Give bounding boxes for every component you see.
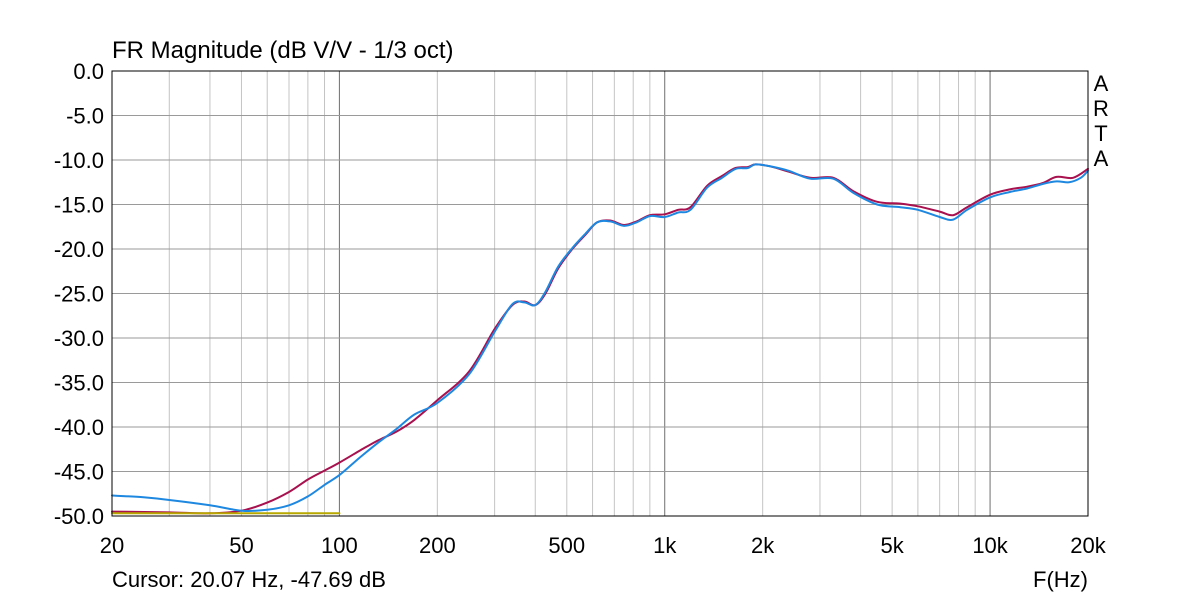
series-layer: [111, 163, 1089, 515]
x-tick-label: 20: [100, 533, 124, 558]
chart-title: FR Magnitude (dB V/V - 1/3 oct): [112, 37, 453, 64]
cursor-readout: Cursor: 20.07 Hz, -47.69 dB: [112, 567, 386, 592]
brand-letter: A: [1094, 146, 1109, 171]
x-tick-label: 20k: [1070, 533, 1106, 558]
y-tick-label: -30.0: [54, 326, 104, 351]
y-tick-label: -20.0: [54, 237, 104, 262]
y-tick-label: -15.0: [54, 193, 104, 218]
x-tick-label: 50: [229, 533, 253, 558]
x-tick-label: 5k: [881, 533, 905, 558]
series-line-2: [111, 163, 1089, 512]
x-tick-label: 200: [419, 533, 456, 558]
brand-letter: A: [1094, 71, 1109, 96]
brand-letter: R: [1093, 96, 1109, 121]
brand-letter: T: [1094, 121, 1107, 146]
y-tick-label: -35.0: [54, 371, 104, 396]
x-tick-label: 2k: [751, 533, 775, 558]
grid: [112, 70, 1088, 517]
y-tick-label: -50.0: [54, 504, 104, 529]
y-tick-label: -25.0: [54, 282, 104, 307]
y-tick-label: -10.0: [54, 148, 104, 173]
y-tick-label: -45.0: [54, 460, 104, 485]
plot-frame: [111, 70, 1089, 517]
y-tick-label: 0.0: [73, 59, 104, 84]
x-tick-label: 500: [548, 533, 585, 558]
y-axis-tick-labels: 0.0 -5.0 -10.0 -15.0 -20.0 -25.0 -30.0 -35.0 -40…: [54, 59, 104, 529]
x-tick-label: 1k: [653, 533, 677, 558]
x-tick-label: 100: [321, 533, 358, 558]
y-tick-label: -5.0: [66, 104, 104, 129]
x-axis-tick-labels: 20 50 100 200 500 1k 2k 5k 10k 20k: [100, 533, 1107, 558]
x-axis-label: F(Hz): [1033, 567, 1088, 592]
y-tick-label: -40.0: [54, 415, 104, 440]
x-tick-label: 10k: [972, 533, 1008, 558]
